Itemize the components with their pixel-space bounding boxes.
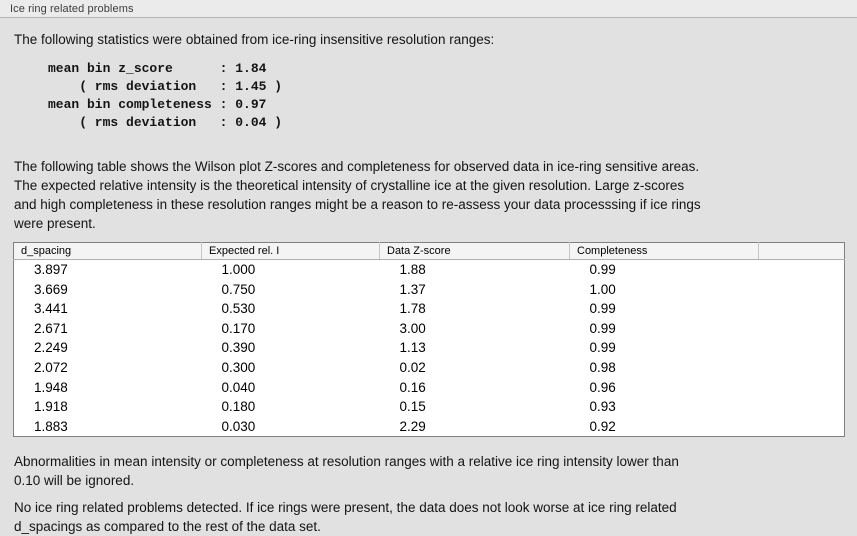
description-text: The following table shows the Wilson plo… [14, 159, 701, 231]
table-cell: 1.948 [34, 379, 68, 395]
table-cell: 0.99 [589, 340, 616, 356]
table-cell [759, 397, 845, 417]
table-cell: 0.180 [221, 399, 256, 415]
table-cell: 0.99 [589, 301, 616, 317]
table-cell [759, 358, 845, 378]
table-cell: 0.02 [399, 359, 426, 375]
table-cell: 0.98 [589, 359, 616, 375]
conclusion-text: No ice ring related problems detected. I… [14, 500, 677, 535]
table-cell: 1.918 [34, 399, 68, 415]
table-cell: 1.37 [399, 281, 426, 297]
table-row[interactable]: 1.918 0.180 0.15 0.93 [14, 397, 845, 417]
table-cell: 0.170 [221, 320, 256, 336]
statistics-block: mean bin z_score : 1.84 ( rms deviation … [48, 61, 283, 130]
table-cell: 3.897 [34, 262, 68, 277]
table-cell [759, 260, 845, 280]
table-row[interactable]: 3.441 0.530 1.78 0.99 [14, 299, 845, 319]
table-cell: 0.390 [221, 340, 256, 356]
table-header-row: d_spacing Expected rel. I Data Z-score Comp… [13, 242, 845, 260]
table-cell: 2.671 [34, 320, 68, 336]
table-cell [759, 378, 845, 398]
table-cell: 2.29 [399, 418, 426, 434]
table-cell [759, 280, 845, 300]
table-cell: 0.99 [589, 320, 616, 336]
intro-text: The following statistics were obtained f… [14, 32, 495, 47]
table-cell: 1.000 [221, 262, 256, 277]
table-cell [759, 299, 845, 319]
table-cell [759, 338, 845, 358]
table-cell: 0.530 [221, 301, 256, 317]
table-cell: 2.249 [34, 340, 68, 356]
table-cell: 0.300 [221, 359, 256, 375]
table-cell: 1.883 [34, 418, 68, 434]
column-header[interactable]: Expected rel. I [201, 242, 380, 260]
table-cell: 1.78 [399, 301, 426, 317]
table-row[interactable]: 2.072 0.300 0.02 0.98 [14, 358, 845, 378]
column-header[interactable]: Data Z-score [379, 242, 570, 260]
table-cell [759, 319, 845, 339]
column-header[interactable]: d_spacing [13, 242, 202, 260]
table-cell: 0.92 [589, 418, 616, 434]
table-cell: 0.750 [221, 281, 256, 297]
table-cell: 0.040 [221, 379, 256, 395]
section-title: Ice ring related problems [10, 2, 134, 15]
column-header[interactable] [758, 242, 845, 260]
table-cell: 3.669 [34, 281, 68, 297]
section-header: Ice ring related problems [0, 0, 857, 18]
table-cell: 1.88 [399, 262, 426, 277]
table-cell: 3.441 [34, 301, 68, 317]
table-cell: 1.00 [589, 281, 616, 297]
table-cell: 0.96 [589, 379, 616, 395]
table-cell: 1.13 [399, 340, 426, 356]
table-row[interactable]: 2.671 0.170 3.00 0.99 [14, 319, 845, 339]
table-row[interactable]: 3.897 1.000 1.88 0.99 [14, 260, 845, 280]
table-cell: 0.15 [399, 399, 426, 415]
table-row[interactable]: 3.669 0.750 1.37 1.00 [14, 280, 845, 300]
content-area: The following statistics were obtained f… [0, 30, 857, 536]
ice-ring-table[interactable]: d_spacing Expected rel. I Data Z-score Comp… [13, 242, 845, 438]
table-cell: 0.93 [589, 399, 616, 415]
ignore-note: Abnormalities in mean intensity or compl… [14, 454, 679, 489]
table-body: 3.897 1.000 1.88 0.99 3.669 0.750 1.37 1.00 3.44… [14, 260, 845, 437]
table-row[interactable]: 1.948 0.040 0.16 0.96 [14, 378, 845, 398]
table-cell: 2.072 [34, 359, 68, 375]
table-row[interactable]: 2.249 0.390 1.13 0.99 [14, 338, 845, 358]
table-cell: 3.00 [399, 320, 426, 336]
table-cell: 0.99 [589, 262, 616, 277]
table-cell: 0.16 [399, 379, 426, 395]
table-row[interactable]: 1.883 0.030 2.29 0.92 [14, 417, 845, 437]
column-header[interactable]: Completeness [569, 242, 759, 260]
table-cell: 0.030 [221, 418, 256, 434]
table-cell [759, 417, 845, 437]
